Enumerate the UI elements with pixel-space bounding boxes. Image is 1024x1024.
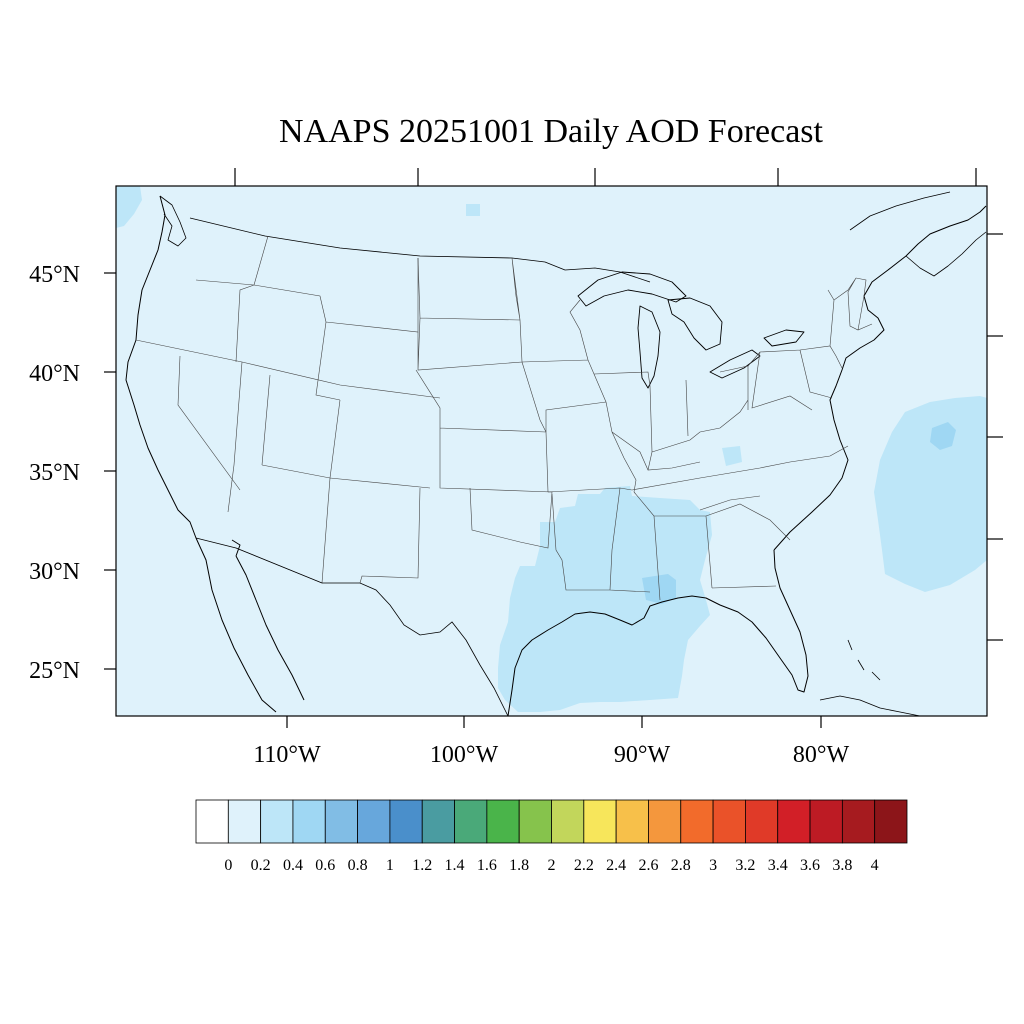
colorbar-swatch bbox=[389, 799, 423, 844]
colorbar-swatch bbox=[551, 799, 585, 844]
lat-label-45: 45°N bbox=[29, 262, 80, 288]
lat-label-40: 40°N bbox=[29, 361, 80, 387]
colorbar-swatch bbox=[324, 799, 358, 844]
pacific-coastline bbox=[125, 195, 197, 539]
aod-region-atlantic-core bbox=[930, 422, 956, 450]
lon-label-90w: 90°W bbox=[614, 742, 671, 768]
colorbar-swatch bbox=[712, 799, 746, 844]
colorbar-tick-label: 1.6 bbox=[477, 857, 497, 874]
us-canada-border bbox=[189, 217, 651, 283]
lake-ontario bbox=[763, 329, 805, 347]
colorbar-swatch bbox=[227, 799, 262, 844]
colorbar-tick-label: 3.6 bbox=[800, 857, 820, 874]
colorbar-swatch bbox=[615, 799, 649, 844]
colorbar-tick-label: 2.6 bbox=[638, 857, 658, 874]
bahamas bbox=[847, 639, 881, 681]
us-mexico-border bbox=[195, 537, 509, 716]
aod-shading bbox=[116, 186, 987, 712]
colorbar bbox=[195, 799, 908, 844]
state-lines-plains bbox=[415, 257, 553, 549]
lake-huron bbox=[667, 297, 723, 351]
colorbar-tick-label: 2 bbox=[548, 857, 556, 874]
mexico-border bbox=[195, 537, 509, 716]
colorbar-tick-label: 0.2 bbox=[251, 857, 271, 874]
colorbar-tick-label: 3.2 bbox=[735, 857, 755, 874]
state-lines-northeast bbox=[747, 277, 873, 411]
lon-label-80w: 80°W bbox=[793, 742, 850, 768]
atlantic-coastline bbox=[773, 205, 987, 551]
colorbar-tick-label: 2.4 bbox=[606, 857, 626, 874]
colorbar-tick-label: 2.8 bbox=[671, 857, 691, 874]
colorbar-swatch bbox=[357, 799, 391, 844]
colorbar-swatch bbox=[680, 799, 714, 844]
baja-california-coast bbox=[195, 537, 277, 713]
puget-sound bbox=[159, 195, 187, 247]
aod-region-atlantic-plume bbox=[874, 396, 987, 592]
map-title: NAAPS 20251001 Daily AOD Forecast bbox=[279, 113, 824, 150]
gulf-of-california-coast bbox=[235, 555, 305, 701]
lat-label-25: 25°N bbox=[29, 658, 80, 684]
coastlines bbox=[125, 191, 987, 716]
colorbar-swatch bbox=[777, 799, 811, 844]
lake-michigan bbox=[637, 305, 661, 389]
lon-labels: 110°W 100°W 90°W 80°W bbox=[253, 742, 849, 768]
colorbar-swatch bbox=[421, 799, 455, 844]
colorbar-swatch bbox=[454, 799, 488, 844]
cuba-coast bbox=[819, 695, 921, 716]
lake-erie bbox=[709, 349, 761, 379]
colorbar-swatch bbox=[260, 799, 294, 844]
gulf-coastline bbox=[507, 549, 809, 716]
colorbar-swatch bbox=[648, 799, 682, 844]
aod-region-gulf-coast-plume bbox=[498, 486, 712, 712]
colorbar-tick-label: 2.2 bbox=[574, 857, 594, 874]
colorbar-swatch bbox=[518, 799, 552, 844]
lat-label-35: 35°N bbox=[29, 460, 80, 486]
colorbar-swatch bbox=[841, 799, 876, 844]
mexico-pacific-coast bbox=[231, 539, 241, 557]
colorbar-tick-labels: 0 0.2 0.4 0.6 0.8 1 1.2 1.4 1.6 1.8 2 2.2 2.4 2.6 2.8 3… bbox=[224, 857, 878, 874]
colorbar-tick-label: 3 bbox=[709, 857, 717, 874]
state-lines-south bbox=[547, 445, 849, 601]
lat-labels: 45°N 40°N 35°N 30°N 25°N bbox=[29, 262, 80, 684]
colorbar-swatch bbox=[292, 799, 326, 844]
colorbar-swatch bbox=[745, 799, 779, 844]
map-frame bbox=[115, 185, 988, 717]
axis-ticks bbox=[104, 168, 1003, 728]
aod-region-northwest-corner bbox=[116, 186, 142, 228]
map-panel bbox=[116, 186, 987, 716]
colorbar-tick-label: 3.4 bbox=[768, 857, 788, 874]
st-lawrence bbox=[849, 191, 951, 231]
colorbar-tick-label: 1 bbox=[386, 857, 394, 874]
colorbar-tick-label: 1.2 bbox=[412, 857, 432, 874]
colorbar-swatch bbox=[486, 799, 520, 844]
colorbar-tick-label: 3.8 bbox=[832, 857, 852, 874]
state-borders bbox=[135, 235, 873, 601]
colorbar-swatch bbox=[583, 799, 617, 844]
aod-region-virginia-patch bbox=[722, 446, 742, 466]
lon-label-100w: 100°W bbox=[430, 742, 499, 768]
colorbar-tick-label: 0.4 bbox=[283, 857, 303, 874]
lat-label-30: 30°N bbox=[29, 559, 80, 585]
colorbar-tick-label: 4 bbox=[871, 857, 879, 874]
lon-label-110w: 110°W bbox=[253, 742, 321, 768]
colorbar-tick-label: 1.8 bbox=[509, 857, 529, 874]
colorbar-tick-label: 0 bbox=[224, 857, 232, 874]
colorbar-tick-label: 1.4 bbox=[445, 857, 465, 874]
aod-region-northern-patch bbox=[466, 204, 480, 216]
colorbar-swatch bbox=[195, 799, 229, 844]
colorbar-swatch bbox=[809, 799, 843, 844]
canada-maritimes-coast bbox=[905, 231, 987, 277]
colorbar-tick-label: 0.8 bbox=[348, 857, 368, 874]
colorbar-tick-label: 0.6 bbox=[315, 857, 335, 874]
colorbar-swatch bbox=[874, 799, 908, 844]
